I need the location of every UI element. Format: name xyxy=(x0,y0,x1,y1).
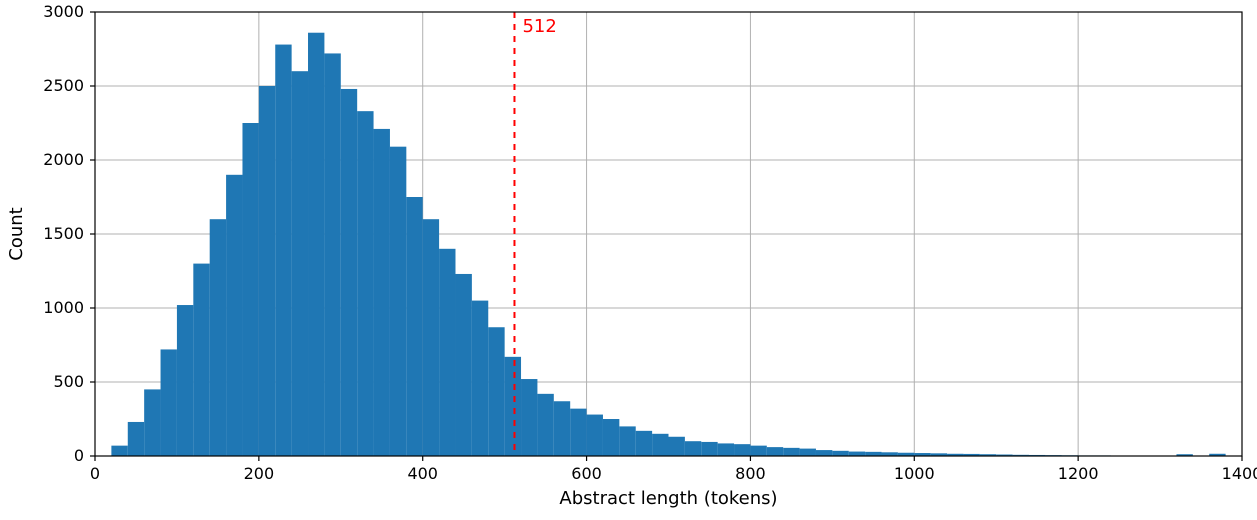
xtick-label: 1200 xyxy=(1058,464,1099,483)
histogram-bar xyxy=(210,219,226,456)
histogram-bar xyxy=(750,446,766,456)
histogram-chart: 512 0 200 400 600 800 1000 1200 1400 0 500 1000 1500… xyxy=(0,0,1257,520)
histogram-bar xyxy=(292,71,308,456)
histogram-bar xyxy=(619,426,635,456)
histogram-bar xyxy=(816,450,832,456)
histogram-bar xyxy=(849,452,865,456)
y-axis-label: Count xyxy=(6,207,27,260)
histogram-bar xyxy=(669,437,685,456)
histogram-bar xyxy=(324,53,340,456)
histogram-bar xyxy=(128,422,144,456)
ytick-label: 3000 xyxy=(43,2,84,21)
histogram-bar xyxy=(472,301,488,456)
ytick-label: 1500 xyxy=(43,224,84,243)
histogram-bar xyxy=(570,409,586,456)
histogram-bar xyxy=(275,45,291,456)
xtick-label: 600 xyxy=(571,464,602,483)
histogram-bar xyxy=(800,449,816,456)
xtick-label: 400 xyxy=(407,464,438,483)
histogram-bar xyxy=(161,349,177,456)
ytick-label: 1000 xyxy=(43,298,84,317)
histogram-bar xyxy=(537,394,553,456)
histogram-bar xyxy=(390,147,406,456)
histogram-bar xyxy=(554,401,570,456)
histogram-bar xyxy=(406,197,422,456)
histogram-bar xyxy=(193,264,209,456)
histogram-bar xyxy=(734,444,750,456)
histogram-bar xyxy=(439,249,455,456)
histogram-bar xyxy=(521,379,537,456)
ytick-label: 2500 xyxy=(43,76,84,95)
histogram-bar xyxy=(505,357,521,456)
histogram-bar xyxy=(357,111,373,456)
histogram-bar xyxy=(455,274,471,456)
annotation-label: 512 xyxy=(522,16,556,37)
x-axis-label: Abstract length (tokens) xyxy=(559,488,777,509)
ytick-label: 500 xyxy=(53,372,84,391)
histogram-bar xyxy=(603,419,619,456)
histogram-bar xyxy=(242,123,258,456)
histogram-bar xyxy=(865,452,881,456)
histogram-bar xyxy=(685,441,701,456)
histogram-bar xyxy=(374,129,390,456)
xtick-label: 1400 xyxy=(1222,464,1257,483)
xtick-label: 1000 xyxy=(894,464,935,483)
histogram-bar xyxy=(308,33,324,456)
histogram-bar xyxy=(259,86,275,456)
histogram-bar xyxy=(423,219,439,456)
histogram-bar xyxy=(832,451,848,456)
ytick-label: 0 xyxy=(74,446,84,465)
chart-svg: 512 0 200 400 600 800 1000 1200 1400 0 500 1000 1500… xyxy=(0,0,1257,516)
histogram-bar xyxy=(587,415,603,456)
xtick-label: 0 xyxy=(90,464,100,483)
histogram-bar xyxy=(718,443,734,456)
histogram-bar xyxy=(701,442,717,456)
histogram-bar xyxy=(488,327,504,456)
histogram-bar xyxy=(177,305,193,456)
histogram-bar xyxy=(767,447,783,456)
histogram-bar xyxy=(226,175,242,456)
ytick-label: 2000 xyxy=(43,150,84,169)
xtick-label: 800 xyxy=(735,464,766,483)
histogram-bar xyxy=(144,389,160,456)
histogram-bar xyxy=(111,446,127,456)
histogram-bar xyxy=(636,431,652,456)
histogram-bar xyxy=(783,448,799,456)
histogram-bar xyxy=(652,434,668,456)
xtick-label: 200 xyxy=(244,464,275,483)
histogram-bar xyxy=(341,89,357,456)
